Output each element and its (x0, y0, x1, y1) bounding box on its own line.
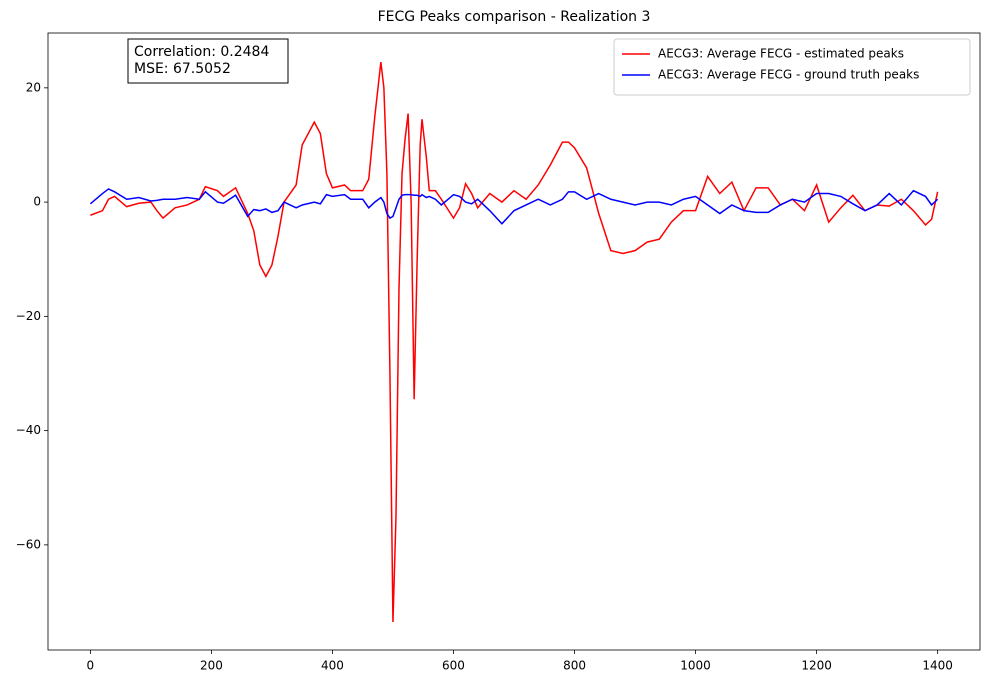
x-tick-label: 0 (87, 659, 95, 673)
x-tick-label: 200 (200, 659, 223, 673)
legend-label: AECG3: Average FECG - estimated peaks (658, 47, 904, 61)
x-tick-label: 1200 (801, 659, 832, 673)
annotation-text: Correlation: 0.2484 (134, 44, 269, 60)
legend: AECG3: Average FECG - estimated peaks AEC… (613, 38, 971, 96)
y-tick-label: −60 (16, 537, 41, 551)
y-tick-label: 20 (26, 80, 41, 94)
x-tick-label: 800 (563, 659, 586, 673)
y-tick-label: 0 (33, 195, 41, 209)
annotation-text: MSE: 67.5052 (134, 61, 231, 77)
plot-frame (47, 32, 981, 651)
legend-frame (613, 38, 971, 96)
legend-label: AECG3: Average FECG - ground truth peaks (658, 68, 919, 82)
x-tick-label: 1400 (922, 659, 953, 673)
chart-title: FECG Peaks comparison - Realization 3 (378, 9, 651, 25)
x-tick-label: 1000 (680, 659, 711, 673)
x-tick-label: 600 (442, 659, 465, 673)
annotation-frame (127, 38, 289, 84)
series-line (90, 62, 939, 623)
x-tick-label: 400 (321, 659, 344, 673)
y-tick-label: −20 (16, 309, 41, 323)
series-line (89, 188, 939, 225)
y-tick-label: −40 (16, 423, 41, 437)
